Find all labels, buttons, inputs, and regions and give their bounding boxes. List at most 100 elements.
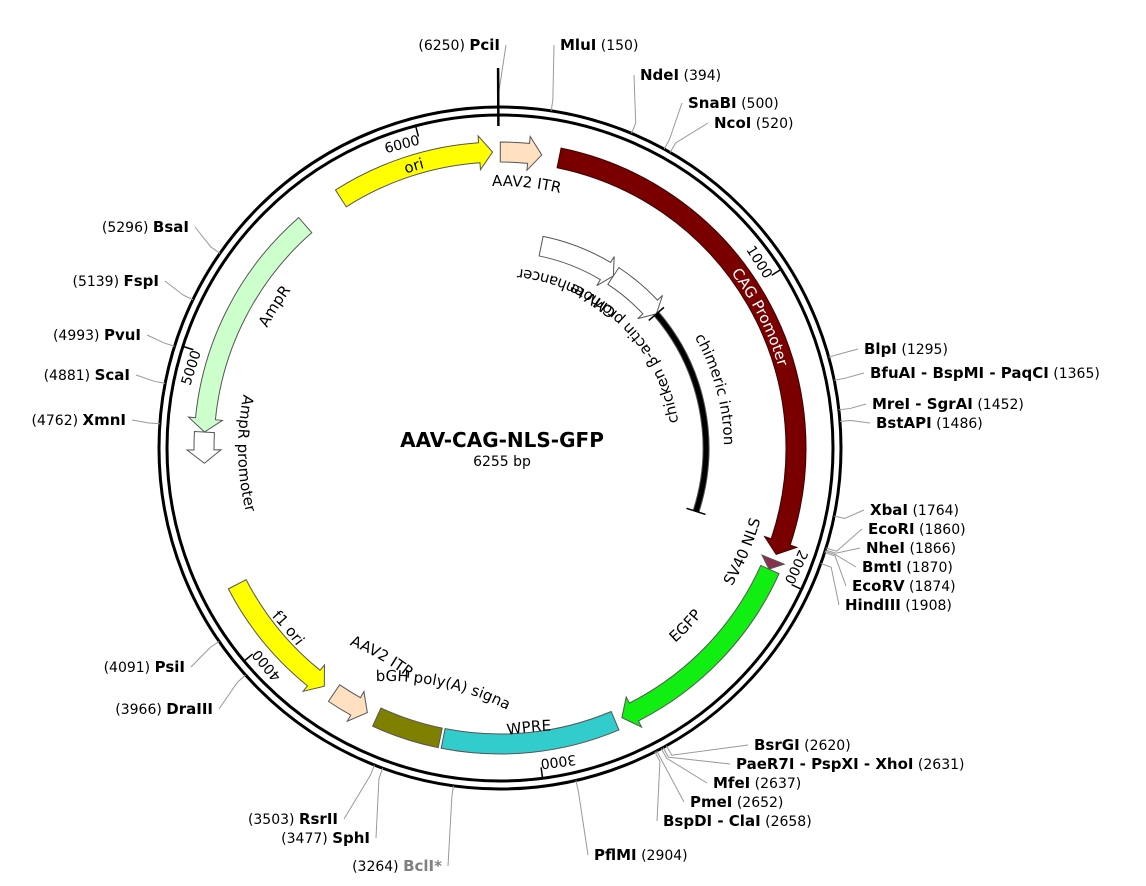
feature-cag-promoter [556,147,807,556]
tick-mark [540,767,544,779]
feature-label-chicken-beta-actin: chicken β-actin promoter [0,0,682,425]
tick-mark [771,268,782,276]
plasmid-center-title: AAV-CAG-NLS-GFP 6255 bp [400,428,604,470]
site-label: (3966) DraIII [115,700,213,718]
feature-label-egfp: EGFP [666,606,705,646]
site-label: NheI (1866) [866,539,956,557]
feature-egfp [621,564,780,729]
site-leader-line [824,552,847,587]
tick-mark [243,653,254,662]
backbone-inner-circle [165,113,835,783]
site-label: (4993) PvuI [53,326,141,344]
site-leader-line [190,640,220,668]
site-leader-line [654,751,661,822]
feature-label-ori: ori [402,154,426,177]
site-leader-line [834,372,865,381]
site-label: (3503) RsrII [248,810,338,828]
site-leader-line [824,550,857,568]
feature-label-ampr-promoter: AmpR promoter [234,394,260,515]
site-leader-line [825,528,863,552]
site-leader-line [839,420,871,424]
tick-mark [791,583,802,590]
feature-bgh-polya [371,707,443,749]
site-leader-line [550,44,555,111]
site-leader-line [575,780,589,856]
feature-ori [334,134,494,208]
site-label: MfeI (2637) [713,774,801,792]
site-leader-line [447,785,454,867]
plasmid-backbone [157,105,843,791]
site-label: XbaI (1764) [870,501,959,519]
site-leader-line [663,102,683,150]
tick-mark [414,125,420,137]
feature-cmv-enhancer [538,235,615,287]
site-label: (5296) BsaI [102,218,189,236]
site-leader-line [656,750,685,803]
site-label: EcoRV (1874) [852,577,956,595]
site-label: SnaBI (500) [688,94,779,112]
site-leader-line [834,509,865,519]
site-label: PflMI (2904) [594,846,688,864]
site-label: (6250) PciI [418,36,500,54]
site-label: EcoRI (1860) [868,520,966,538]
backbone-outer-circle [157,105,843,791]
site-leader-line [662,747,731,765]
site-label: BstAPI (1486) [876,414,983,432]
site-leader-line [375,768,384,839]
site-label: (3264) BclI* [352,857,442,875]
site-leader-line [660,748,708,784]
feature-sv40-nls [760,554,786,570]
feature-label-cag-promoter: CAG Promoter [728,265,792,369]
site-leader-line [631,74,637,134]
site-label: (5139) FspI [72,272,159,290]
site-label: BfuAI - BspMI - PaqCI (1365) [870,364,1100,382]
site-label: (3477) SphI [281,829,370,847]
site-leader-line [343,764,375,820]
tick-label: 3000 [540,751,577,771]
feature-aav2-itr-2 [327,684,368,723]
site-leader-line [164,280,194,301]
intron-boundary-mark [686,507,706,516]
restriction-sites: (6250) PciI MluI (150)NdeI (394) SnaBI (50… [32,36,1100,875]
feature-aav2-itr-1 [499,134,543,172]
features [185,134,807,755]
site-leader-line [669,122,709,153]
feature-ampr [187,216,313,433]
site-label: (4881) ScaI [44,366,130,384]
site-label: NdeI (394) [640,66,721,84]
site-label: PaeR7I - PspXI - XhoI (2631) [736,755,964,773]
site-leader-line [135,374,166,384]
plasmid-name: AAV-CAG-NLS-GFP [400,428,604,452]
site-label: BmtI (1870) [862,558,953,576]
site-leader-line [825,547,861,554]
site-label: (4762) XmnI [32,411,126,429]
site-leader-line [131,419,160,425]
feature-label-aav2-itr-1: AAV2 ITR [492,172,563,197]
site-label: MreI - SgrAI (1452) [872,395,1024,413]
feature-wpre [440,710,620,755]
site-label: PmeI (2652) [690,793,783,811]
site-leader-line [820,563,840,606]
site-label: BsrGI (2620) [754,736,851,754]
site-leader-line [665,744,749,756]
site-leader-line [146,334,175,347]
site-label: MluI (150) [560,36,638,54]
site-label: HindIII (1908) [845,596,952,614]
intron-boundary-mark [648,306,665,321]
feature-f1-ori [227,578,326,693]
tick-mark [182,345,194,351]
site-leader-line [838,403,867,411]
site-label: BlpI (1295) [864,340,948,358]
feature-label-wpre: WPRE [506,716,552,738]
feature-ampr-promoter [185,430,223,464]
site-label: (4091) PsiI [104,658,185,676]
site-leader-line [194,226,221,254]
site-leader-line [218,674,246,710]
site-label: BspDI - ClaI (2658) [663,812,812,830]
site-leader-line [828,348,859,358]
plasmid-length: 6255 bp [473,454,531,470]
site-label: NcoI (520) [714,114,793,132]
